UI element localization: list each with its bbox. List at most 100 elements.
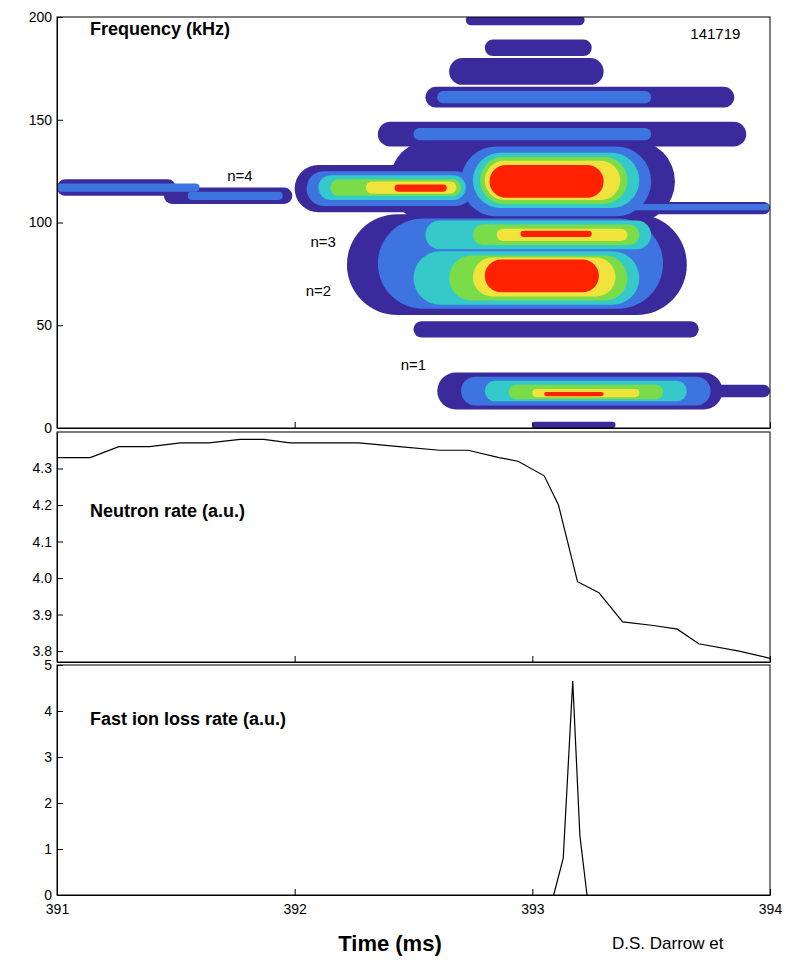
tick-label: 393 <box>521 901 545 917</box>
spectral-region <box>532 422 615 428</box>
spectral-region <box>425 87 734 108</box>
label-patch <box>304 281 333 300</box>
tick: 392 <box>283 889 307 917</box>
spectral-region <box>497 229 628 241</box>
y-axis: 012345 <box>44 657 63 903</box>
tick: 100 <box>29 214 63 230</box>
tick-mark <box>57 469 63 470</box>
label-patch <box>225 166 254 185</box>
panel: 012345391392393394Fast ion loss rate (a.… <box>44 657 782 956</box>
axis-line <box>58 895 771 896</box>
spectral-region <box>330 179 461 195</box>
tick-label: 0 <box>44 420 52 436</box>
tick-label: 200 <box>29 9 53 25</box>
spectral-region <box>485 40 592 56</box>
tick-label: 100 <box>29 214 53 230</box>
spectral-region <box>378 218 663 308</box>
spectral-region <box>394 184 446 191</box>
tick-mark <box>57 665 63 666</box>
spectral-region <box>318 175 465 200</box>
tick: 4.0 <box>33 570 63 586</box>
annotation-label: n=4 <box>227 167 252 184</box>
spectral-region <box>509 385 663 399</box>
tick: 3.9 <box>33 607 63 623</box>
tick: 391 <box>46 889 70 917</box>
tick: 150 <box>29 112 63 128</box>
tick-mark <box>295 422 296 428</box>
tick-mark <box>770 656 771 662</box>
tick <box>532 422 533 428</box>
tick-mark <box>57 803 63 804</box>
plot-area <box>554 681 587 895</box>
tick-label: 4.3 <box>33 460 53 476</box>
tick-label: 392 <box>283 901 307 917</box>
tick-mark <box>57 656 58 662</box>
y-axis: 0 50 100 150 200 <box>29 9 63 436</box>
axis-line <box>58 662 771 663</box>
spectral-region <box>188 192 283 200</box>
tick-mark <box>57 223 63 224</box>
panel-title: Neutron rate (a.u.) <box>90 501 245 521</box>
tick <box>770 656 771 662</box>
tick: 394 <box>759 889 783 917</box>
x-axis <box>58 656 771 663</box>
tick-mark <box>57 651 63 652</box>
tick-label: 4.0 <box>33 570 53 586</box>
plot-area <box>57 439 770 658</box>
tick-mark <box>57 542 63 543</box>
tick-label: 5 <box>44 657 52 673</box>
annotation-label: n=1 <box>401 356 426 373</box>
tick <box>770 422 771 428</box>
tick-label: 3 <box>44 749 52 765</box>
data-line <box>57 439 770 658</box>
tick-mark <box>57 711 63 712</box>
annotation: 141719 <box>688 24 742 43</box>
spectral-region <box>347 214 687 315</box>
x-axis: 391 392 393 394 <box>46 889 783 917</box>
y-axis: 3.83.94.04.14.24.3 <box>33 433 63 663</box>
tick-mark <box>57 615 63 616</box>
tick-label: 50 <box>36 317 52 333</box>
plot-frame <box>57 17 770 428</box>
tick-label: 4.2 <box>33 497 53 513</box>
x-axis-title: Time (ms) <box>338 931 442 956</box>
annotation-label: n=2 <box>306 282 331 299</box>
tick-label: 391 <box>46 901 70 917</box>
spectral-region <box>544 392 603 396</box>
tick-label: 394 <box>759 901 783 917</box>
label-patch <box>399 355 428 374</box>
spectral-region <box>485 161 620 200</box>
spectral-region <box>414 251 640 304</box>
tick: 4.3 <box>33 460 63 476</box>
annotation: n=2 <box>304 281 333 300</box>
spectral-region <box>473 153 639 208</box>
plot-frame <box>57 432 770 662</box>
tick: 393 <box>521 889 545 917</box>
tick-label: 2 <box>44 795 52 811</box>
tick-mark <box>57 325 63 326</box>
spectral-region <box>449 255 627 300</box>
tick: 4 <box>44 703 63 719</box>
annotation: n=4 <box>225 166 254 185</box>
tick-mark <box>770 889 771 895</box>
tick: 1 <box>44 841 63 857</box>
annotation-label: n=3 <box>310 233 335 250</box>
tick-label: 150 <box>29 112 53 128</box>
axis-line <box>58 428 771 429</box>
spectral-region <box>466 17 585 25</box>
spectral-region <box>307 171 473 206</box>
tick-mark <box>295 889 296 895</box>
spectral-region <box>485 259 599 292</box>
tick <box>295 422 296 428</box>
label-patch <box>308 232 337 251</box>
data-line <box>554 681 587 895</box>
spectral-region <box>449 58 603 85</box>
spectral-region <box>295 165 480 212</box>
panel: 050100150200Frequency (kHz)141719n=4n=3n… <box>29 9 771 436</box>
spectral-region <box>520 231 591 237</box>
source-credit: D.S. Darrow et <box>612 934 724 953</box>
tick-mark <box>532 422 533 428</box>
panel: 3.83.94.04.14.24.3Neutron rate (a.u.) <box>33 432 771 663</box>
axis-line <box>57 666 58 896</box>
axis-line <box>57 433 58 663</box>
